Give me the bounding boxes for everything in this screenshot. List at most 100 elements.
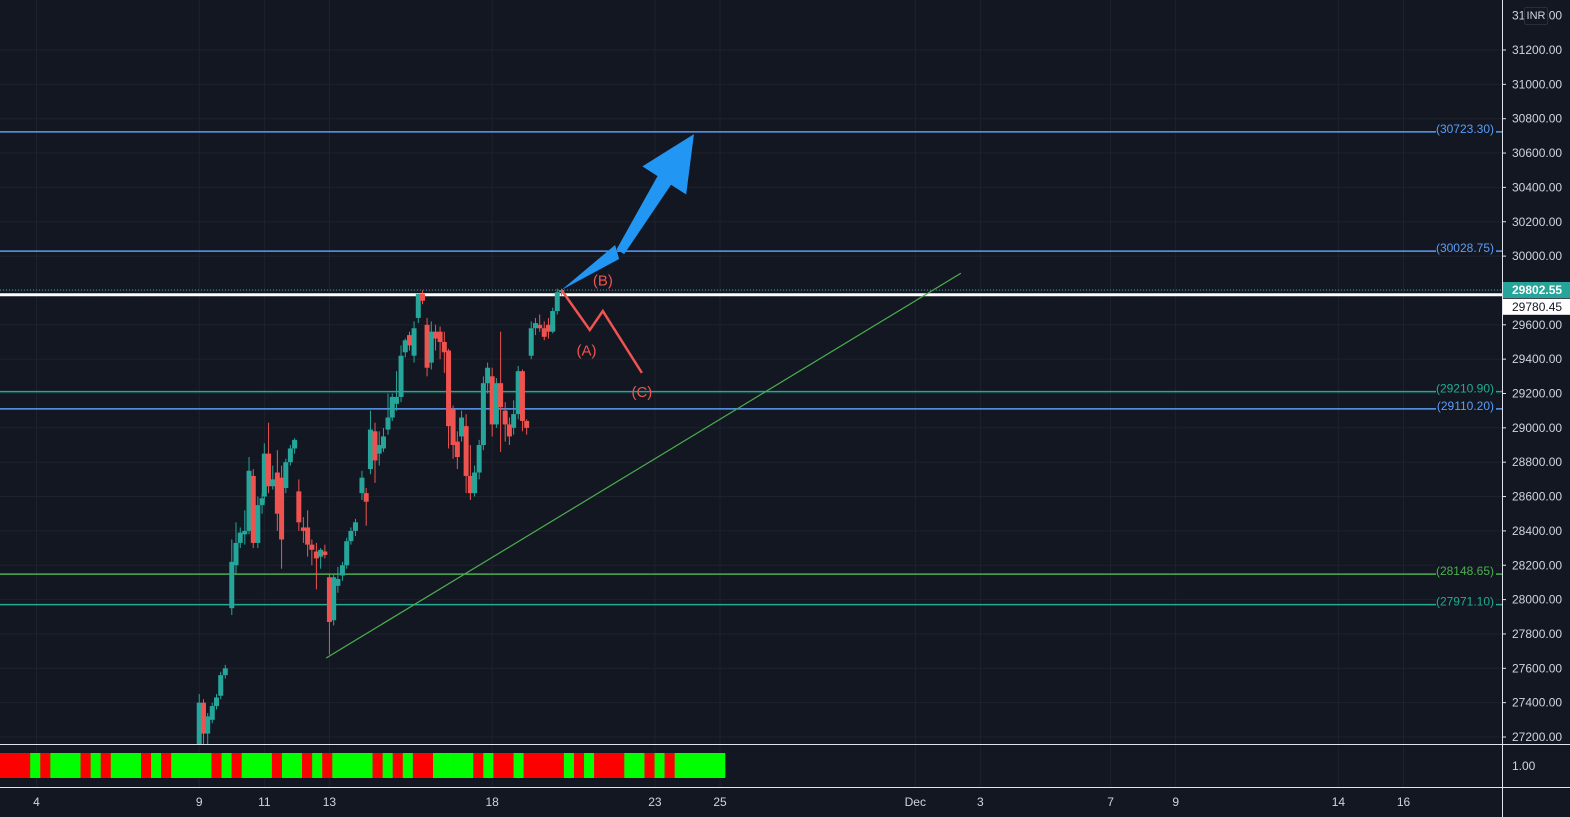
indicator-bar [594, 753, 605, 778]
candle-body [309, 544, 315, 550]
indicator-bar [302, 753, 313, 778]
price-tick-label: 27800.00 [1512, 627, 1562, 641]
candle-body [331, 577, 337, 621]
candle-body [502, 410, 508, 425]
indicator-bar [543, 753, 555, 778]
indicator-bar [432, 753, 444, 778]
bullish-arrow-head [616, 134, 694, 255]
candle-body [380, 436, 386, 449]
candle-body [209, 706, 215, 720]
indicator-bar [231, 753, 242, 778]
candle-body [246, 470, 252, 531]
candle-body [528, 328, 534, 356]
indicator-bar [563, 753, 575, 778]
candle-body [300, 527, 306, 531]
candle-body [463, 426, 469, 476]
price-tick-label: 28000.00 [1512, 593, 1562, 607]
candle-body [459, 417, 465, 437]
currency-label[interactable]: INR [1524, 7, 1548, 25]
candle-body [344, 541, 350, 566]
indicator-bar [654, 753, 665, 778]
candle-body [363, 493, 369, 502]
time-tick-label: 7 [1107, 795, 1114, 809]
indicator-bar [463, 753, 474, 778]
candle-body [326, 577, 332, 622]
indicator-bar [372, 753, 383, 778]
indicator-bar [181, 753, 192, 778]
bearish-projection [560, 289, 643, 374]
indicator-bar [271, 753, 283, 778]
candle-body [352, 522, 358, 531]
indicator-bar [50, 753, 61, 778]
candle-body [287, 448, 293, 463]
candle-body [450, 408, 456, 446]
candle-body [385, 417, 391, 430]
candle-body [406, 335, 412, 346]
candle-body [348, 530, 354, 542]
level-label-bg [1436, 593, 1496, 608]
wave-label: (C) [631, 384, 652, 401]
indicator-bar [614, 753, 625, 778]
candle-body [372, 431, 378, 461]
candle-body [313, 551, 319, 559]
candle-body [359, 477, 365, 494]
price-tick-label: 30000.00 [1512, 249, 1562, 263]
indicator-bar [694, 753, 706, 778]
indicator-bar [40, 753, 51, 778]
candle-body [420, 293, 426, 301]
candle-body [259, 498, 265, 506]
indicator-bar [443, 753, 454, 778]
price-tick-label: 27600.00 [1512, 661, 1562, 675]
indicator-bar [281, 753, 293, 778]
indicator-bar [573, 753, 585, 778]
indicator-bar [20, 753, 31, 778]
candle-body [266, 453, 272, 487]
price-tick-label: 27200.00 [1512, 730, 1562, 744]
indicator-bar [493, 753, 504, 778]
indicator-bar [130, 753, 142, 778]
indicator-bar [70, 753, 81, 778]
indicator-bar [201, 753, 212, 778]
indicator-bar [382, 753, 394, 778]
indicator-bar [553, 753, 565, 778]
candle-body [467, 475, 473, 494]
candle-body [196, 702, 202, 744]
indicator-bar [533, 753, 545, 778]
indicator-bar [352, 753, 363, 778]
candle-body [537, 324, 543, 329]
price-tick-label: 29200.00 [1512, 387, 1562, 401]
price-tick-label: 31200.00 [1512, 43, 1562, 57]
level-label: (27971.10) [1436, 595, 1494, 609]
indicator-bar [584, 753, 595, 778]
candle-body [446, 350, 452, 427]
price-tick-label: 27400.00 [1512, 696, 1562, 710]
candle-body [237, 532, 243, 543]
candle-body [255, 505, 261, 543]
candle-body [532, 323, 538, 329]
last-price-badge [1503, 282, 1570, 299]
price-tick-label: 28400.00 [1512, 524, 1562, 538]
candle-body [545, 324, 551, 332]
price-tick-label: 31000.00 [1512, 77, 1562, 91]
candle-body [428, 331, 434, 363]
indicator-bar [634, 753, 645, 778]
indicator-bar [292, 753, 303, 778]
candle-body [296, 491, 302, 523]
indicator-bar [483, 753, 494, 778]
candle-body [283, 462, 289, 488]
level-label-bg [1436, 380, 1496, 395]
bullish-arrow-segment [561, 244, 620, 291]
indicator-bar [30, 753, 41, 778]
time-tick-label: 11 [258, 795, 271, 809]
reference-price-badge [1503, 298, 1570, 315]
candle-body [292, 439, 298, 449]
price-tick-label: 28200.00 [1512, 558, 1562, 572]
candle-body [524, 420, 530, 428]
level-label-bg [1436, 563, 1496, 578]
indicator-bar [422, 753, 434, 778]
indicator-bar [10, 753, 21, 778]
candle-body [213, 697, 219, 707]
candle-body [200, 702, 206, 734]
candle-body [305, 527, 311, 545]
